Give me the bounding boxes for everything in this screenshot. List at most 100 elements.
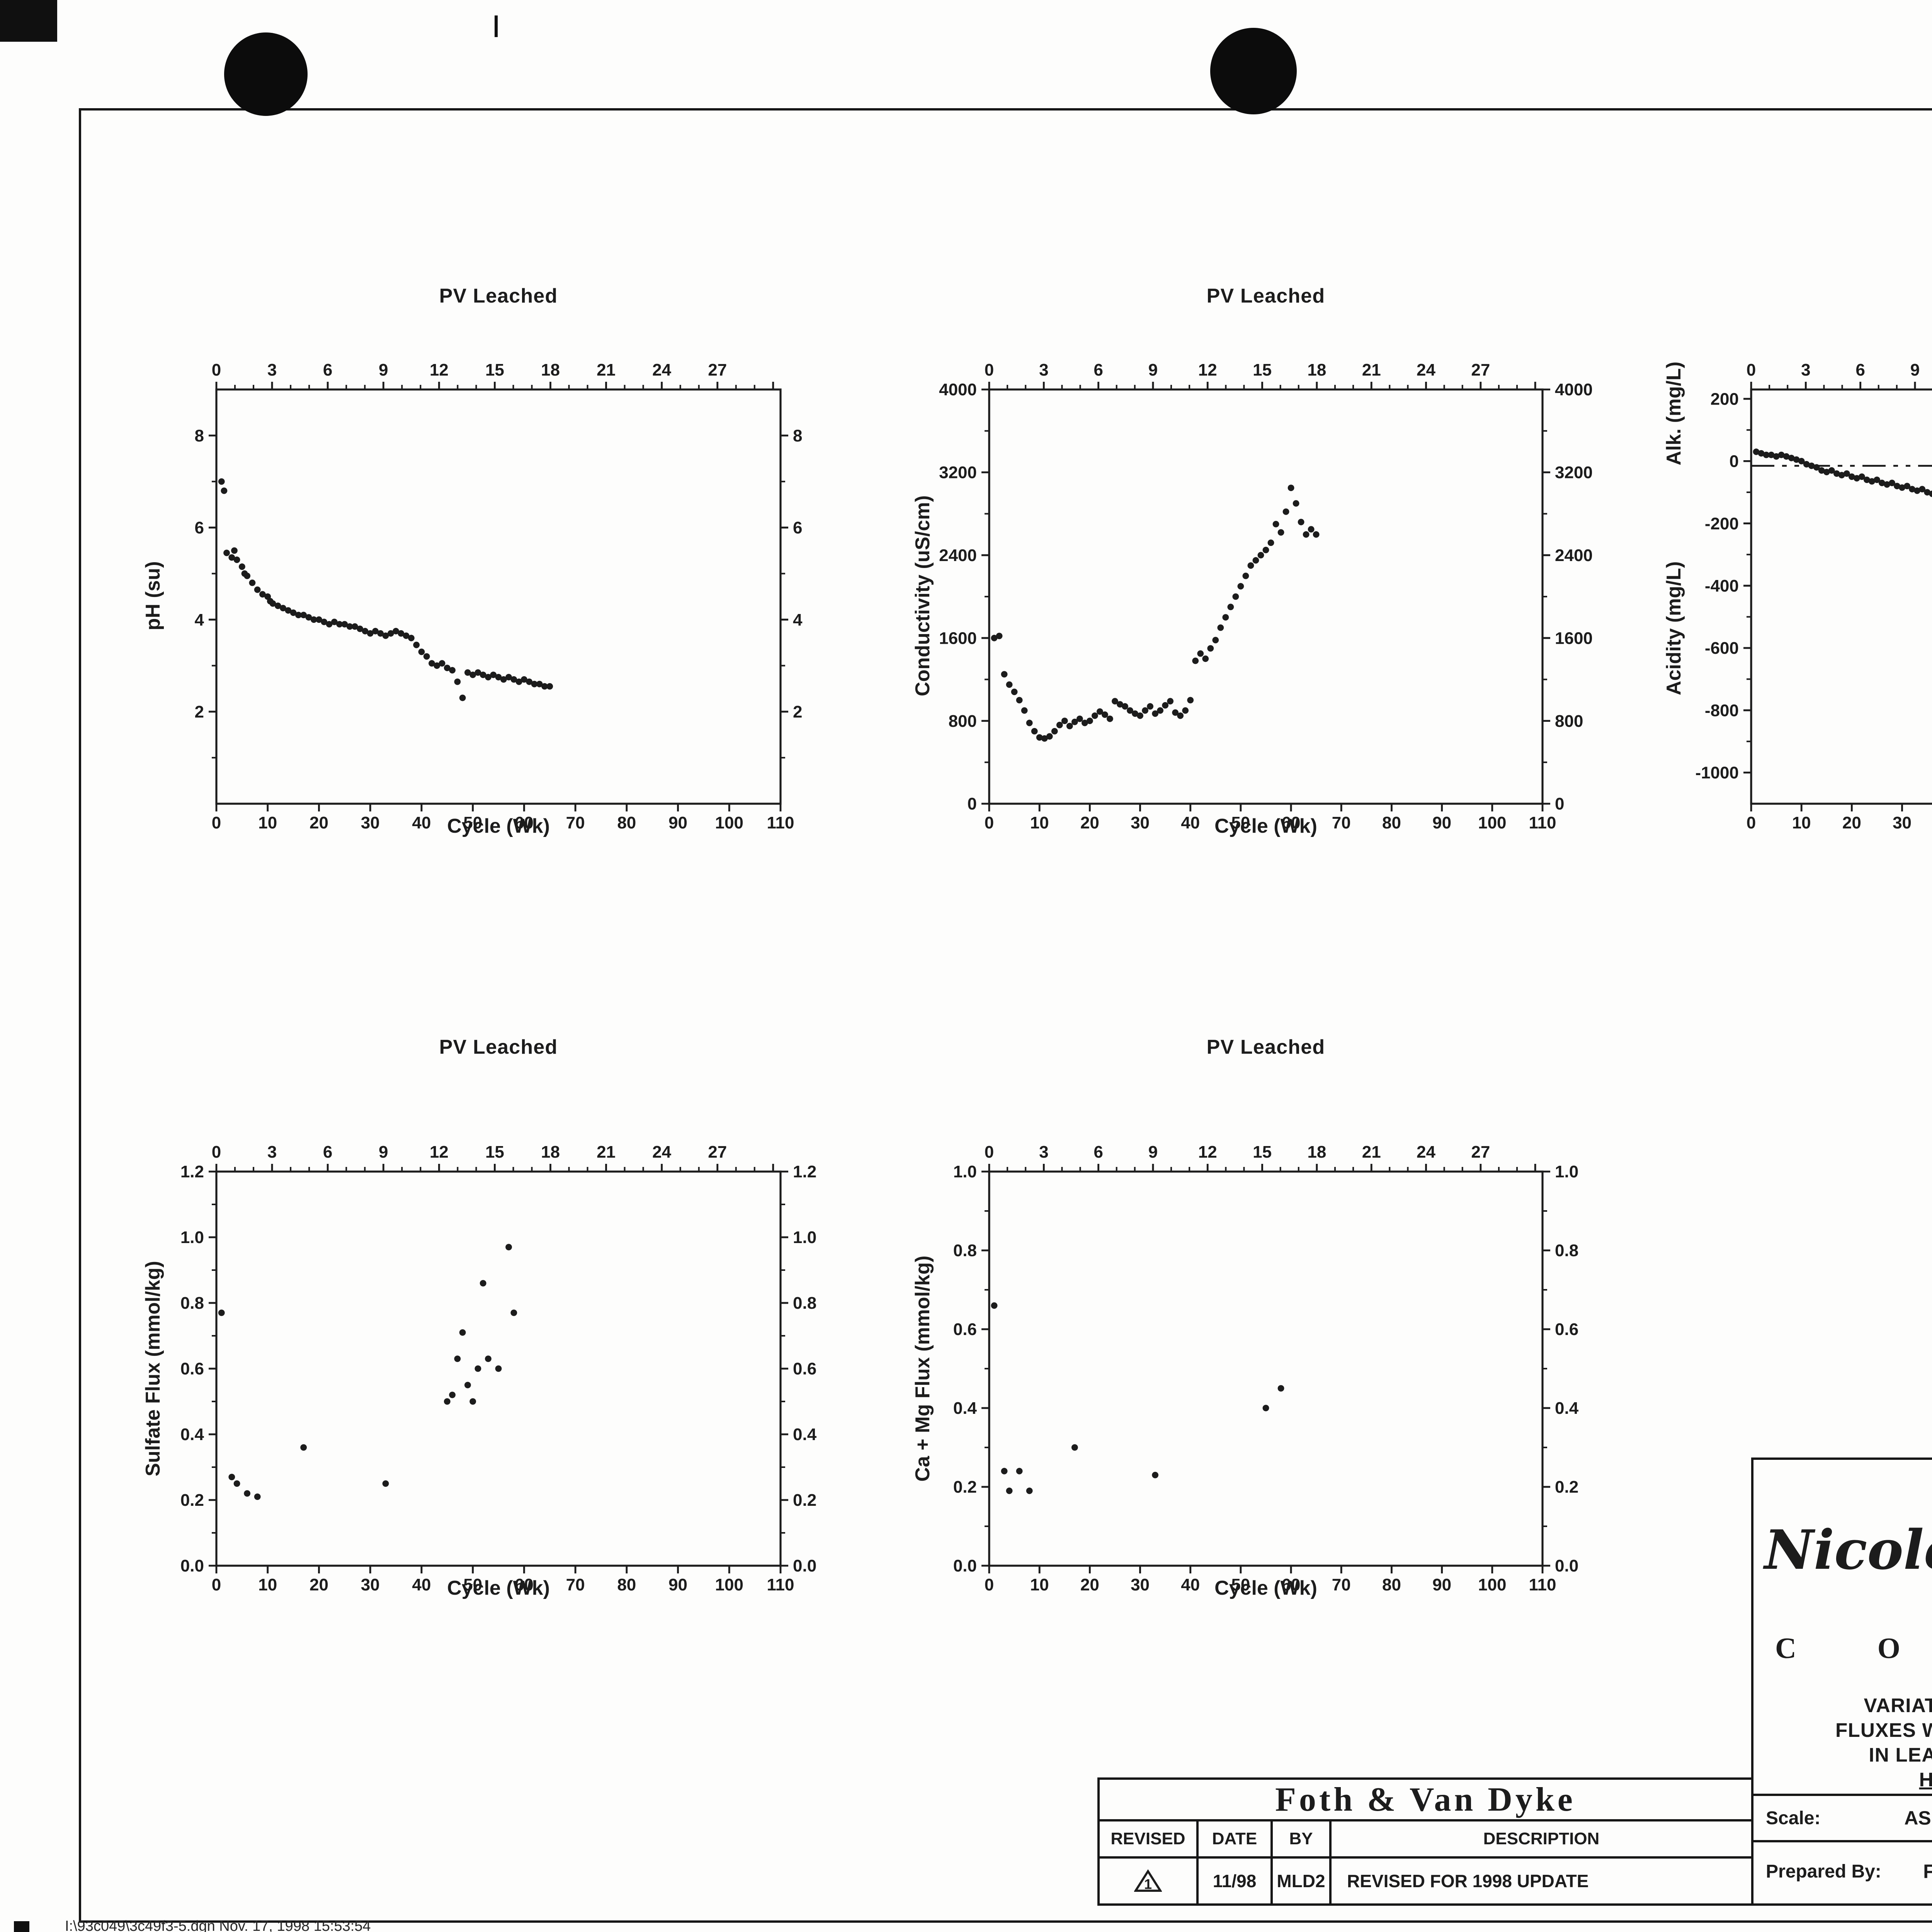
svg-text:20: 20 (1842, 813, 1861, 832)
data-point (223, 549, 230, 556)
svg-text:0.0: 0.0 (793, 1556, 816, 1575)
data-point (1763, 451, 1770, 458)
data-point (418, 648, 425, 655)
svg-text:1.0: 1.0 (953, 1162, 977, 1181)
svg-text:90: 90 (1432, 813, 1451, 832)
data-point (1853, 475, 1860, 482)
data-point (1177, 712, 1184, 719)
svg-text:2400: 2400 (1555, 546, 1593, 565)
data-point (1021, 707, 1028, 714)
svg-text:9: 9 (1148, 361, 1158, 379)
svg-text:4000: 4000 (939, 380, 977, 399)
company-name-nicolet: Nicolet (1764, 1519, 1932, 1582)
svg-text:80: 80 (1382, 813, 1401, 832)
data-point (495, 1365, 502, 1372)
scale-value: AS SHOWN (1904, 1807, 1932, 1829)
data-point (351, 623, 358, 630)
data-point (403, 632, 410, 639)
data-point (413, 641, 420, 648)
svg-text:2: 2 (195, 702, 204, 721)
data-point (1788, 454, 1795, 461)
data-point (1222, 614, 1229, 621)
pv-axis: 0 3 6 9 12 15 18 21 24 27 (985, 361, 1536, 389)
svg-text:0: 0 (212, 1143, 221, 1162)
svg-text:80: 80 (617, 1575, 636, 1594)
data-point (541, 683, 548, 690)
data-point (1006, 681, 1013, 688)
chart-conductivity-title: PV Leached (1206, 285, 1325, 307)
data-point (331, 619, 338, 625)
data-point (393, 628, 399, 634)
svg-text:-600: -600 (1705, 639, 1739, 658)
x-axis: 0 10 20 30 40 50 60 70 80 90 100 110 (985, 1566, 1556, 1594)
data-point (474, 1365, 481, 1372)
chart-sulfate-flux-xlabel: Cycle (Wk) (447, 1577, 550, 1599)
data-point (1843, 470, 1850, 477)
chart-ph-ylabel: pH (su) (142, 561, 164, 631)
chart-conductivity-ylabel: Conductivity (uS/cm) (912, 495, 934, 697)
data-point (221, 487, 228, 494)
data-point (490, 672, 497, 678)
data-point (454, 678, 461, 685)
svg-text:110: 110 (767, 1575, 794, 1594)
data-point (387, 630, 394, 637)
figure-title-line-3: IN LEACHATE FROM THE UPPER MOLE LAKE (1869, 1744, 1932, 1766)
svg-text:0.6: 0.6 (953, 1320, 977, 1339)
data-point (1889, 480, 1895, 486)
svg-text:1.0: 1.0 (1555, 1162, 1578, 1181)
data-point (1056, 721, 1063, 728)
chart-ph-xlabel: Cycle (Wk) (447, 815, 550, 837)
data-point (1197, 650, 1204, 657)
revision-description: REVISED FOR 1998 UPDATE (1347, 1871, 1589, 1891)
svg-text:18: 18 (541, 1143, 560, 1162)
data-point (464, 1382, 471, 1388)
svg-text:15: 15 (485, 1143, 504, 1162)
data-point (1081, 719, 1088, 726)
binder-hole-1 (224, 32, 308, 116)
data-point (1874, 476, 1880, 483)
data-point (231, 547, 238, 554)
prepared-row: Prepared By: Foth & Van Dyke By: JET 93C… (1753, 1840, 1932, 1900)
revision-company-header: Foth & Van Dyke (1100, 1780, 1751, 1821)
data-point (254, 586, 261, 593)
svg-text:0.2: 0.2 (1555, 1478, 1578, 1497)
svg-text:6: 6 (323, 361, 332, 379)
data-point (300, 612, 307, 619)
svg-text:4: 4 (793, 611, 803, 629)
data-point (1803, 461, 1810, 468)
col-header-by: BY (1273, 1821, 1332, 1856)
svg-text:800: 800 (949, 712, 977, 731)
data-point (500, 676, 507, 683)
svg-text:70: 70 (566, 1575, 585, 1594)
data-point (510, 1310, 517, 1316)
file-stamp: I:\93c049\3c49f3-5.dgn Nov. 17, 1998 15:… (65, 1918, 371, 1932)
data-point (1308, 526, 1315, 533)
data-points (991, 1302, 1284, 1494)
svg-text:10: 10 (1792, 813, 1811, 832)
svg-text:27: 27 (1471, 1143, 1490, 1162)
data-point (1282, 508, 1289, 515)
data-point (1929, 490, 1932, 497)
svg-text:80: 80 (1382, 1575, 1401, 1594)
company-letter: O (1877, 1632, 1900, 1665)
x-axis: 0 10 20 30 40 50 60 70 80 90 100 110 (212, 1566, 794, 1594)
registration-tick (495, 15, 498, 37)
svg-text:110: 110 (1529, 1575, 1556, 1594)
data-point (1904, 483, 1910, 490)
svg-text:6: 6 (1094, 1143, 1103, 1162)
svg-text:0.8: 0.8 (793, 1294, 816, 1313)
svg-text:100: 100 (715, 813, 743, 832)
data-point (1091, 712, 1098, 719)
svg-text:15: 15 (1253, 361, 1272, 379)
svg-text:50: 50 (1231, 813, 1250, 832)
data-point (1237, 583, 1244, 590)
binder-hole-2 (1210, 28, 1297, 114)
data-point (1076, 715, 1083, 722)
data-point (1127, 707, 1133, 714)
svg-text:15: 15 (1253, 1143, 1272, 1162)
data-point (449, 667, 456, 673)
data-point (382, 1480, 389, 1487)
data-point (1182, 707, 1189, 714)
data-point (1061, 718, 1068, 724)
